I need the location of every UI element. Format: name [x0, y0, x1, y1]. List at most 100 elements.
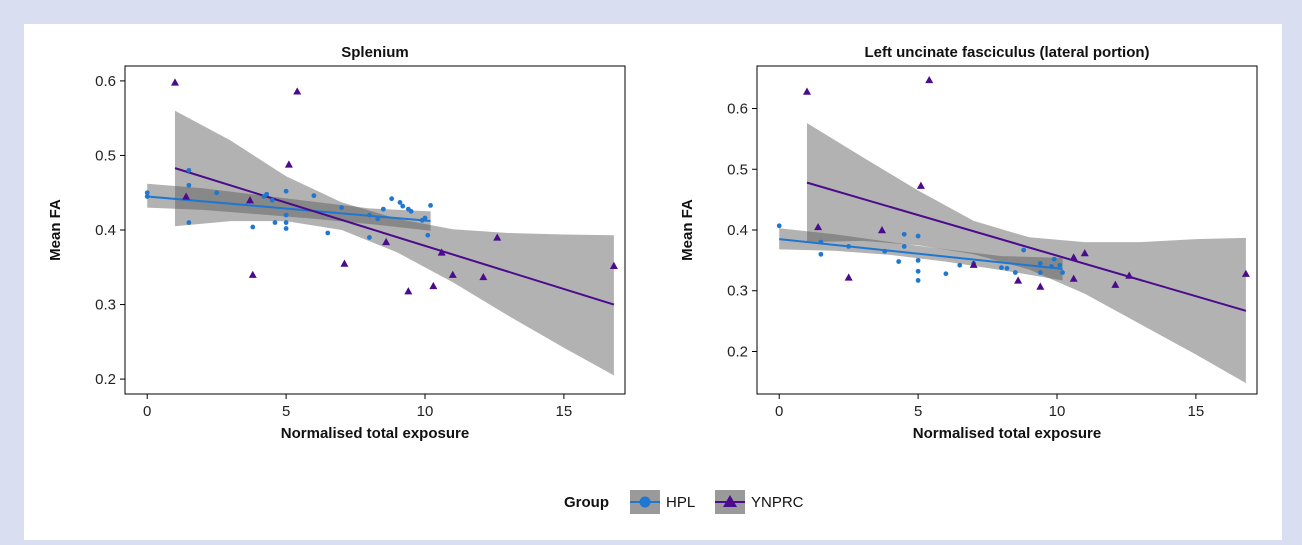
chart-1: Splenium 0 5 10 15 0.2 0.3 0.4 0.5 0.6 Normalised … — [47, 44, 626, 442]
plot-area — [776, 75, 1250, 384]
data-point-ynprc — [844, 273, 853, 281]
data-point-ynprc — [1069, 274, 1078, 282]
data-point-hpl — [1012, 270, 1018, 275]
data-point-hpl — [144, 194, 150, 199]
data-point-ynprc — [171, 78, 179, 86]
data-point-hpl — [367, 212, 372, 218]
plot-area — [144, 78, 618, 376]
data-point-ynprc — [246, 196, 254, 204]
data-point-hpl — [186, 182, 192, 188]
data-point-ynprc — [814, 222, 823, 231]
data-point-hpl — [264, 191, 270, 197]
data-point-hpl — [1021, 247, 1027, 253]
data-point-ynprc — [609, 261, 618, 269]
data-point-ynprc — [925, 75, 934, 84]
data-point-hpl — [915, 268, 921, 274]
x-tick-label: 0 — [775, 403, 783, 420]
data-point-hpl — [915, 233, 921, 239]
figure-canvas: Splenium 0 5 10 15 0.2 0.3 0.4 0.5 0.6 Normalised … — [47, 44, 1258, 514]
fit-line-hpl — [147, 195, 431, 223]
data-point-ynprc — [803, 87, 811, 95]
y-tick-label: 0.4 — [95, 222, 116, 239]
data-point-hpl — [1004, 265, 1010, 271]
data-point-hpl — [915, 257, 921, 263]
data-point-hpl — [901, 244, 907, 249]
x-tick-label: 5 — [914, 403, 922, 420]
data-point-ynprc — [1125, 271, 1134, 279]
data-point-ynprc — [284, 160, 293, 168]
fit-line-ynprc — [174, 167, 615, 306]
x-axis-label: Normalised total exposure — [913, 425, 1101, 442]
data-point-ynprc — [293, 87, 302, 95]
x-tick-label: 0 — [143, 403, 151, 420]
figure-panel: Splenium 0 5 10 15 0.2 0.3 0.4 0.5 0.6 Normalised … — [24, 24, 1282, 540]
data-point-hpl — [250, 224, 256, 230]
x-tick-label: 15 — [1188, 403, 1205, 420]
y-tick-label: 0.6 — [727, 101, 748, 118]
legend-key-ynprc — [715, 490, 745, 514]
fit-line-hpl — [779, 238, 1063, 270]
data-point-hpl — [397, 200, 403, 205]
data-point-ynprc — [1080, 249, 1089, 257]
confidence-band-hpl — [147, 183, 431, 231]
data-point-hpl — [269, 197, 275, 203]
data-point-hpl — [283, 220, 289, 225]
data-point-hpl — [943, 271, 949, 277]
x-tick-label: 15 — [556, 403, 573, 420]
data-point-hpl — [186, 220, 192, 225]
x-tick-label: 5 — [282, 403, 290, 420]
data-point-hpl — [957, 262, 963, 268]
data-point-hpl — [311, 193, 317, 199]
data-point-hpl — [1049, 264, 1054, 269]
data-point-hpl — [144, 190, 150, 196]
data-point-hpl — [367, 235, 372, 240]
data-point-hpl — [1060, 270, 1065, 275]
x-tick-label: 10 — [1049, 403, 1066, 420]
data-point-hpl — [1037, 261, 1043, 266]
data-point-hpl — [272, 220, 278, 225]
data-point-hpl — [776, 223, 782, 229]
data-point-hpl — [901, 231, 907, 237]
data-point-hpl — [915, 278, 921, 283]
data-point-ynprc — [916, 181, 925, 189]
legend-key-hpl — [630, 490, 660, 514]
data-point-hpl — [846, 244, 852, 249]
y-tick-label: 0.3 — [95, 297, 116, 314]
y-tick-label: 0.3 — [727, 283, 748, 300]
data-point-ynprc — [182, 192, 191, 200]
legend-label: HPL — [666, 494, 695, 511]
data-point-hpl — [425, 232, 431, 238]
data-point-ynprc — [1069, 253, 1078, 261]
data-point-hpl — [818, 251, 824, 257]
data-point-hpl — [389, 196, 395, 202]
data-point-hpl — [186, 167, 192, 173]
y-tick-label: 0.2 — [727, 343, 748, 360]
data-point-hpl — [375, 216, 381, 222]
data-point-hpl — [1037, 270, 1043, 275]
fit-line-ynprc — [806, 181, 1247, 312]
y-tick-label: 0.4 — [727, 222, 748, 239]
data-point-hpl — [214, 190, 220, 196]
data-point-ynprc — [493, 233, 502, 241]
data-point-hpl — [882, 248, 888, 254]
data-point-ynprc — [448, 270, 457, 278]
data-point-ynprc — [969, 260, 978, 268]
x-axis-label: Normalised total exposure — [281, 425, 469, 442]
data-point-hpl — [283, 226, 289, 231]
data-point-hpl — [818, 239, 824, 245]
data-point-hpl — [408, 208, 414, 214]
data-point-hpl — [1051, 256, 1057, 262]
data-point-hpl — [325, 230, 331, 236]
chart-title: Left uncinate fasciculus (lateral portio… — [864, 44, 1149, 61]
data-point-ynprc — [429, 281, 438, 290]
data-point-ynprc — [479, 272, 488, 281]
data-point-hpl — [400, 203, 406, 209]
data-point-ynprc — [382, 237, 391, 246]
data-point-hpl — [428, 203, 433, 208]
data-point-hpl — [422, 215, 428, 221]
data-point-ynprc — [1036, 282, 1045, 290]
data-point-ynprc — [1241, 269, 1250, 277]
legend-label: YNPRC — [751, 494, 804, 511]
chart-title: Splenium — [341, 44, 409, 61]
data-point-hpl — [339, 205, 345, 211]
